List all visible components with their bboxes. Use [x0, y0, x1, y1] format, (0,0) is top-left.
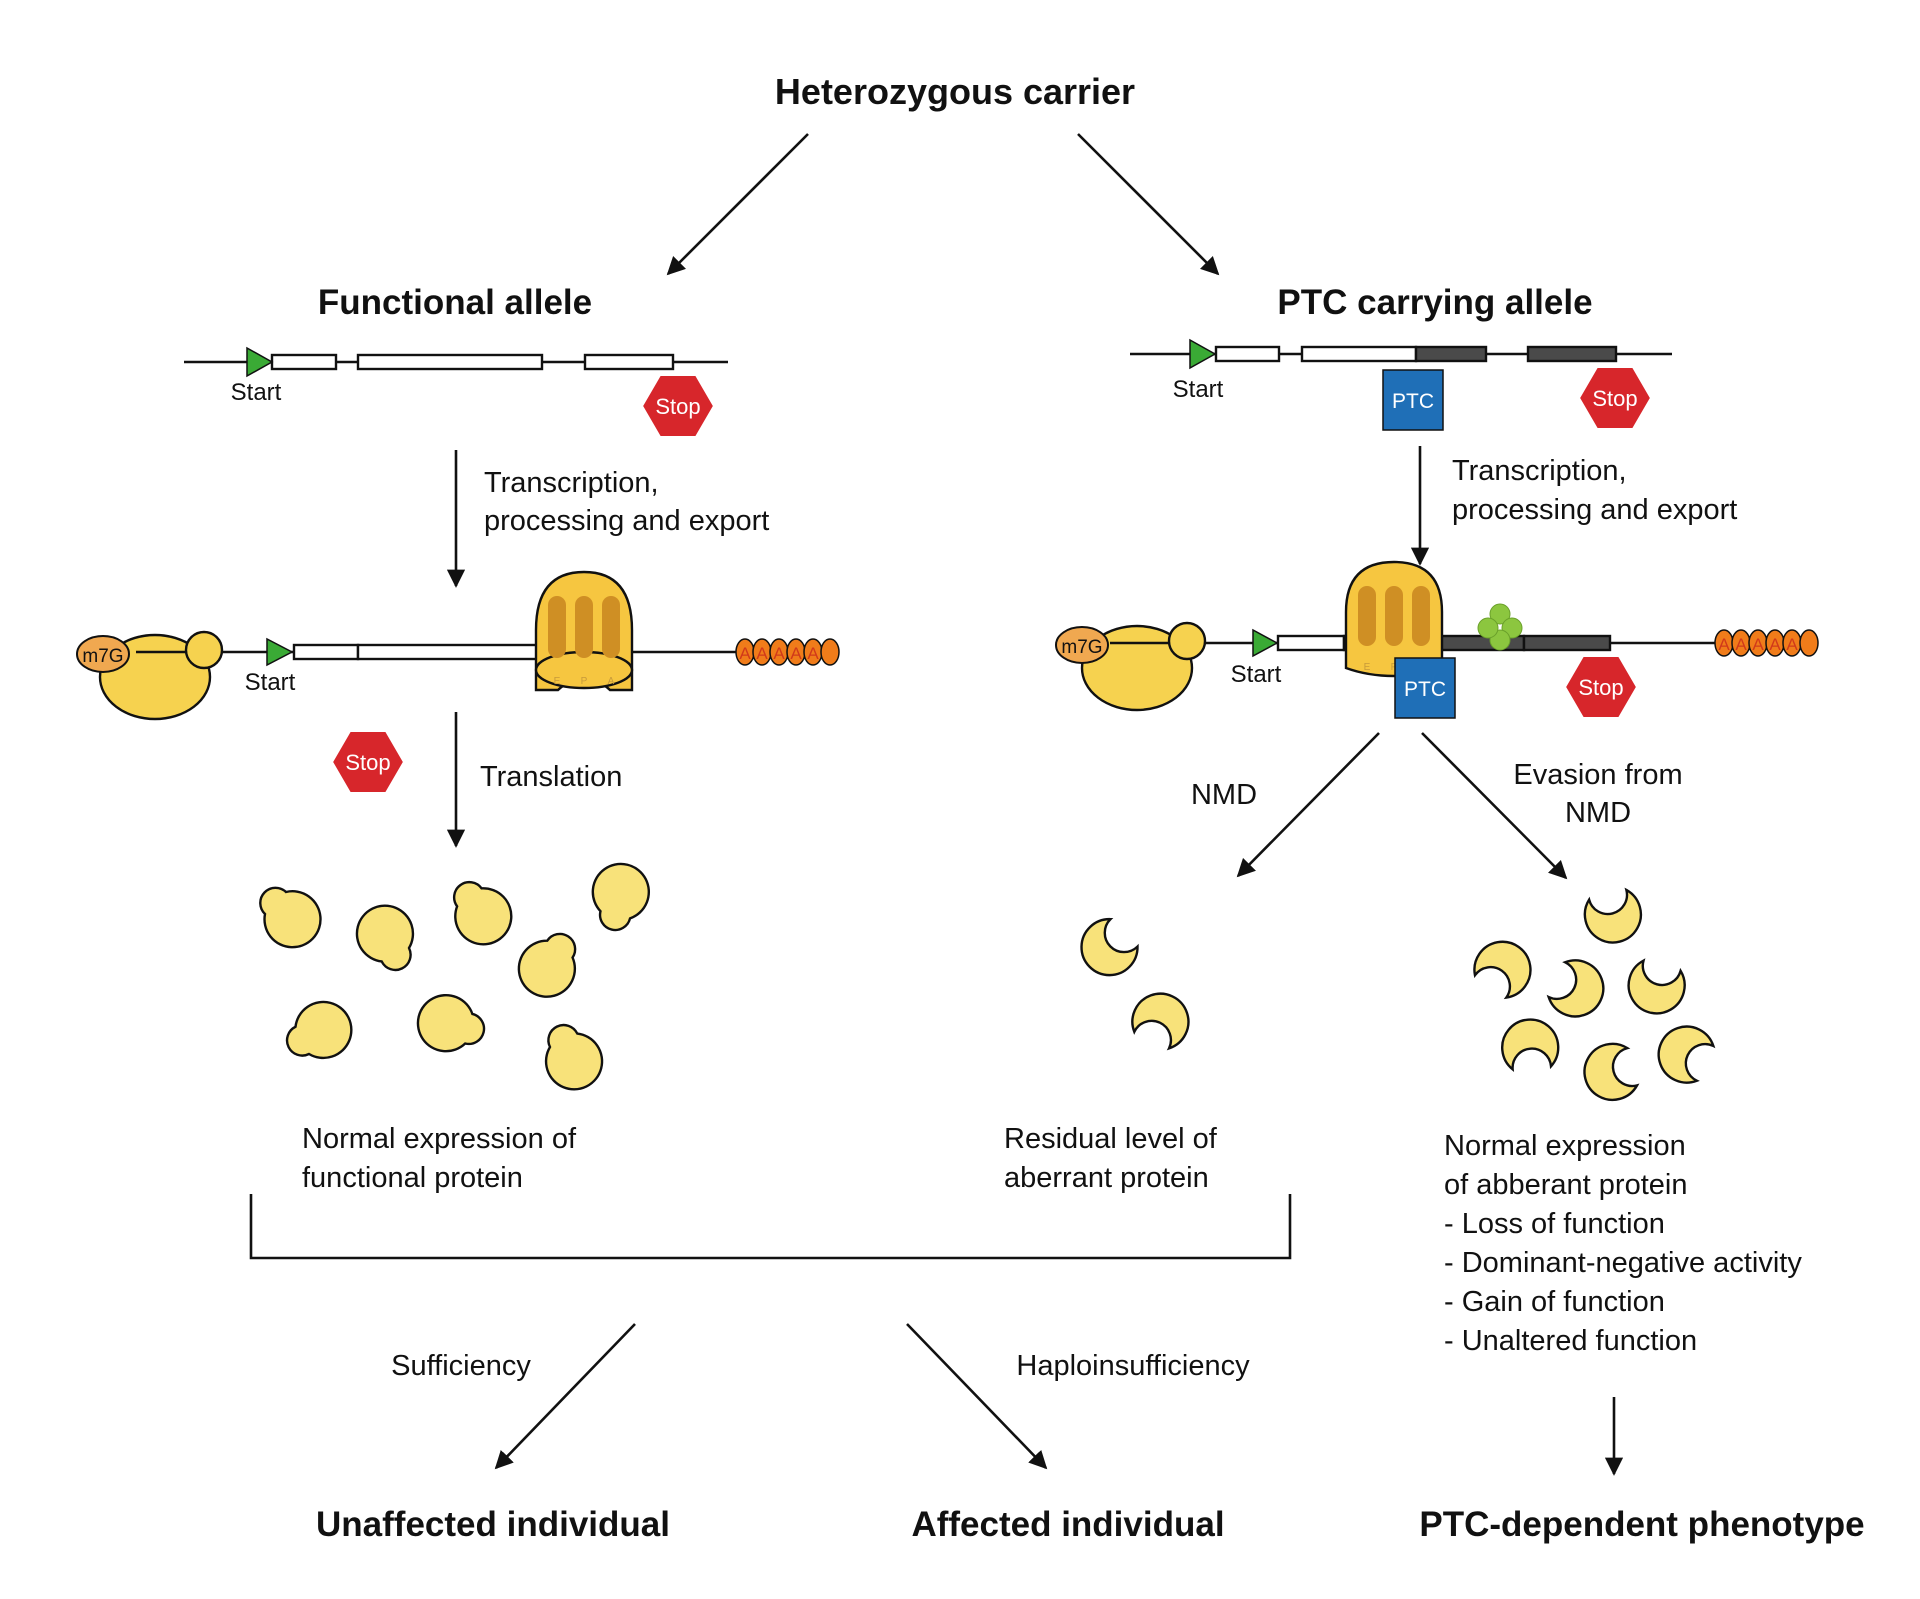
aberrant-protein-icon: [1464, 930, 1542, 1009]
left-outcome-line1: Normal expression of: [302, 1123, 577, 1155]
polya-tail: A A A A A: [1714, 629, 1819, 657]
polya-letter: A: [756, 644, 768, 663]
residual-proteins: [1072, 910, 1202, 1062]
protein-icon: [512, 930, 584, 1003]
arrow-sufficiency: [494, 1323, 636, 1470]
stop-label: Stop: [1592, 386, 1637, 411]
stop-label-2: Stop: [1578, 675, 1623, 700]
arrow-evasion: [1421, 732, 1568, 880]
evasion-outcome-line2: of abberant protein: [1444, 1169, 1687, 1201]
protein-icon: [346, 896, 426, 976]
start-label: Start: [231, 379, 282, 406]
protein-icon: [259, 886, 322, 949]
aberrant-protein-icon: [1615, 945, 1697, 1027]
title: Heterozygous carrier: [775, 71, 1135, 112]
polya-letter: A: [1718, 635, 1730, 654]
stop-label: Stop: [655, 394, 700, 419]
functional-proteins: [259, 852, 663, 1099]
site-p: P: [581, 676, 588, 687]
m7g-label: m7G: [1061, 637, 1102, 658]
evasion-outcome-line4: - Dominant-negative activity: [1444, 1247, 1802, 1279]
polya-letter: A: [1769, 635, 1781, 654]
ptc-label: PTC: [1392, 390, 1434, 413]
protein-icon: [406, 981, 491, 1066]
left-step1-line2: processing and export: [484, 505, 769, 537]
aberrant-protein-icon: [1646, 1013, 1727, 1095]
ribosome-icon: E P: [1344, 560, 1444, 678]
aberrant-protein-icon: [1535, 948, 1616, 1030]
arrow-nmd: [1236, 732, 1380, 878]
polya-tail: A A A A A: [735, 638, 840, 666]
arrow-haploinsufficiency: [906, 1323, 1048, 1470]
nmd-label: NMD: [1191, 779, 1257, 811]
sufficiency-label: Sufficiency: [391, 1350, 531, 1382]
polya-letter: A: [1752, 635, 1764, 654]
mrna-start-triangle-icon: [1252, 628, 1279, 658]
left-outcome-line2: functional protein: [302, 1162, 523, 1194]
polya-letter: A: [790, 644, 802, 663]
left-step1-line1: Transcription,: [484, 467, 659, 499]
unaffected-label: Unaffected individual: [316, 1505, 670, 1544]
aberrant-protein-icon: [1120, 981, 1202, 1062]
mrna-start-triangle-icon: [266, 637, 294, 667]
ptc-phenotype-label: PTC-dependent phenotype: [1419, 1505, 1864, 1544]
polya-letter: A: [1735, 635, 1747, 654]
polya-letter: A: [807, 644, 819, 663]
m7g-label: m7G: [82, 646, 123, 667]
site-a: A: [608, 676, 615, 687]
arrow-to-functional: [666, 133, 809, 276]
cap-icon: [76, 635, 130, 673]
polya-letter: A: [773, 644, 785, 663]
aberrant-protein-icon: [1579, 882, 1647, 949]
stop-label-2: Stop: [345, 750, 390, 775]
polya-letter: A: [739, 644, 751, 663]
mrna-start-label: Start: [245, 669, 296, 696]
evasion-outcome-line6: - Unaltered function: [1444, 1325, 1697, 1357]
polya-letter: A: [1786, 635, 1798, 654]
ptc-allele-heading: PTC carrying allele: [1277, 283, 1592, 322]
protein-icon: [281, 991, 361, 1071]
translation-label: Translation: [480, 761, 622, 793]
combine-bracket: [249, 1194, 1292, 1260]
ejc-icon: [1477, 603, 1523, 651]
protein-icon: [533, 1019, 613, 1099]
site-e: E: [1364, 662, 1371, 673]
ptc-label-2: PTC: [1404, 678, 1446, 701]
start-triangle-icon: [1189, 338, 1217, 370]
evasion-line1: Evasion from: [1513, 759, 1682, 791]
nmd-outcome-line1: Residual level of: [1004, 1123, 1218, 1155]
right-step1-line1: Transcription,: [1452, 455, 1627, 487]
haploinsufficiency-label: Haploinsufficiency: [1016, 1350, 1250, 1382]
arrow-to-ptc: [1077, 133, 1220, 276]
functional-allele-heading: Functional allele: [318, 283, 592, 322]
protein-icon: [445, 878, 518, 950]
evasion-outcome-line3: - Loss of function: [1444, 1208, 1665, 1240]
left-mrna: m7G Start E P A A A A A: [76, 570, 840, 721]
site-p: P: [1391, 662, 1398, 673]
ribosome-icon: E P A: [534, 570, 634, 692]
affected-label: Affected individual: [911, 1505, 1224, 1544]
right-mrna: m7G Start E P: [1055, 560, 1819, 719]
aberrant-protein-icon: [1493, 1010, 1568, 1084]
evasion-outcome-line1: Normal expression: [1444, 1130, 1686, 1162]
protein-icon: [578, 852, 663, 937]
evasion-outcome-line5: - Gain of function: [1444, 1286, 1665, 1318]
right-step1-line2: processing and export: [1452, 494, 1737, 526]
site-e: E: [554, 676, 561, 687]
cap-icon: [1055, 626, 1109, 664]
start-triangle-icon: [246, 346, 274, 378]
start-label: Start: [1173, 376, 1224, 403]
evasion-line2: NMD: [1565, 797, 1631, 829]
escaped-proteins: [1464, 882, 1727, 1106]
mrna-start-label: Start: [1231, 661, 1282, 688]
nmd-outcome-line2: aberrant protein: [1004, 1162, 1209, 1194]
functional-gene: Start Stop: [184, 346, 728, 438]
aberrant-protein-icon: [1578, 1038, 1645, 1106]
aberrant-protein-icon: [1072, 910, 1146, 985]
ptc-gene: Start PTC Stop: [1130, 338, 1672, 431]
